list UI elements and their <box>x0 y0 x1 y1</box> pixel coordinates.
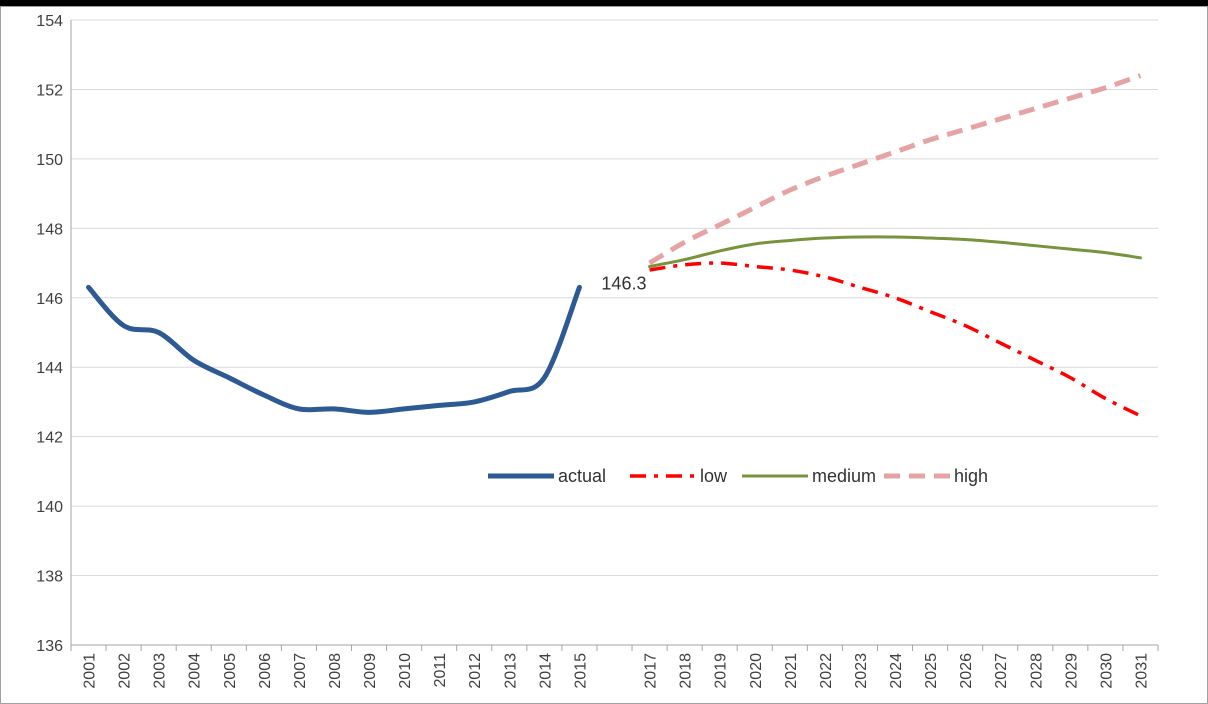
x-tick-label: 2017 <box>643 653 660 689</box>
y-tick-label: 140 <box>36 499 63 516</box>
x-tick-label: 2005 <box>222 653 239 689</box>
x-tick-label: 2031 <box>1133 653 1150 689</box>
x-tick-label: 2029 <box>1063 653 1080 689</box>
axes <box>70 20 1159 651</box>
x-tick-label: 2023 <box>853 653 870 689</box>
x-tick-label: 2013 <box>502 653 519 689</box>
x-tick-label: 2011 <box>432 653 449 688</box>
gridlines <box>71 19 1158 646</box>
x-tick-label: 2002 <box>117 653 134 689</box>
y-tick-label: 142 <box>36 430 63 447</box>
x-tick-label: 2028 <box>1028 653 1045 689</box>
legend-label-actual: actual <box>558 466 606 486</box>
x-tick-label: 2018 <box>678 653 695 689</box>
x-tick-label: 2022 <box>818 653 835 689</box>
legend-label-low: low <box>700 466 728 486</box>
y-tick-label: 138 <box>36 569 63 586</box>
x-tick-label: 2024 <box>888 653 905 689</box>
x-tick-label: 2021 <box>783 653 800 689</box>
series-line-low <box>649 261 1142 418</box>
legend-label-high: high <box>954 466 988 486</box>
x-tick-label: 2012 <box>467 653 484 689</box>
x-tick-label: 2027 <box>993 653 1010 689</box>
legend-label-medium: medium <box>812 466 876 486</box>
x-tick-label: 2026 <box>958 653 975 689</box>
legend: actual low medium high <box>488 466 988 486</box>
top-border <box>0 0 1208 6</box>
series-line-actual <box>86 284 582 415</box>
x-tick-label: 2030 <box>1098 653 1115 689</box>
data-label: 146.3 <box>601 273 646 293</box>
y-tick-label: 152 <box>36 82 63 99</box>
y-tick-label: 148 <box>36 221 63 238</box>
x-tick-label: 2003 <box>152 653 169 689</box>
x-tick-label: 2007 <box>292 653 309 689</box>
y-tick-label: 150 <box>36 152 63 169</box>
y-tick-label: 154 <box>36 13 63 30</box>
x-tick-label: 2010 <box>397 653 414 689</box>
annotations: 146.3 <box>601 273 646 293</box>
x-tick-label: 2004 <box>187 653 204 689</box>
y-tick-label: 136 <box>36 638 63 655</box>
y-tick-label: 144 <box>36 360 63 377</box>
x-tick-label: 2008 <box>327 653 344 689</box>
x-tick-label: 2009 <box>362 653 379 689</box>
x-tick-label: 2020 <box>748 653 765 689</box>
x-tick-label: 2014 <box>537 653 554 689</box>
series-line-high <box>648 73 1142 266</box>
x-tick-label: 2001 <box>82 653 99 689</box>
x-tick-label: 2025 <box>923 653 940 689</box>
y-tick-labels: 136 138 140 142 144 146 148 150 152 154 <box>36 13 63 655</box>
x-tick-label: 2019 <box>713 653 730 689</box>
series-line-medium <box>648 235 1142 269</box>
x-tick-labels: 2001 2002 2003 2004 2005 2006 2007 2008 2009 2010… <box>82 653 1151 689</box>
series-lines <box>86 73 1142 418</box>
x-tick-label: 2006 <box>257 653 274 689</box>
x-tick-label: 2015 <box>572 653 589 689</box>
y-tick-label: 146 <box>36 291 63 308</box>
